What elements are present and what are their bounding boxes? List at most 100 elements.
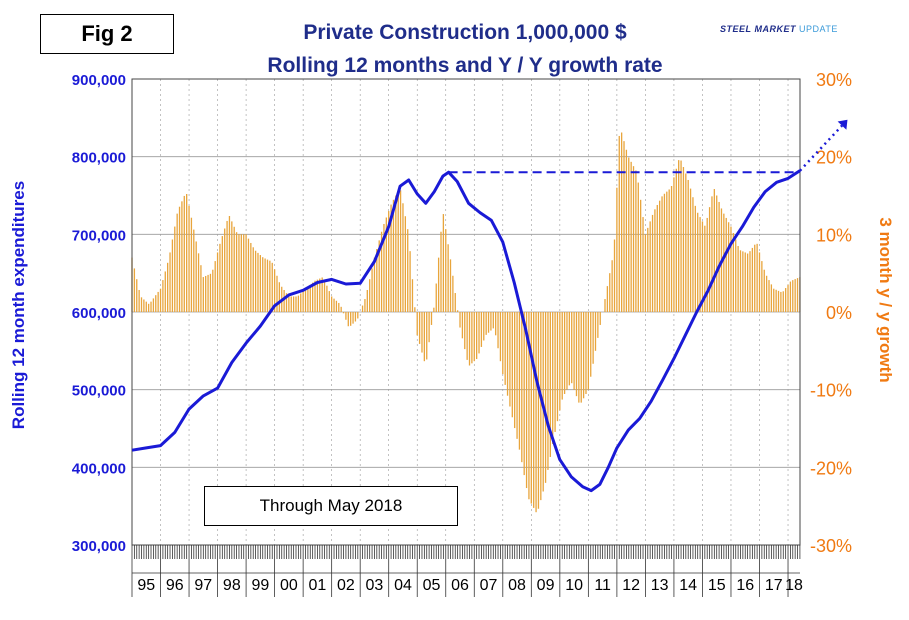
growth-bar (775, 289, 777, 312)
growth-bar (730, 226, 732, 312)
growth-bar (694, 205, 696, 312)
x-axis-ticks (131, 545, 801, 597)
growth-bar (761, 261, 763, 312)
growth-bar (411, 279, 414, 312)
growth-bar (552, 312, 554, 445)
growth-bar (609, 273, 611, 312)
growth-bar (133, 268, 136, 312)
growth-bar (668, 189, 670, 312)
growth-bar (701, 221, 704, 312)
growth-bar (566, 312, 568, 390)
growth-bar (784, 288, 787, 312)
left-tick-label: 400,000 (72, 460, 126, 477)
left-tick-label: 600,000 (72, 305, 126, 322)
growth-bar (575, 312, 578, 397)
growth-bar (323, 280, 326, 312)
growth-bar (437, 257, 440, 312)
growth-bar (613, 239, 616, 312)
growth-bar (573, 312, 575, 390)
left-tick-label: 800,000 (72, 150, 126, 167)
growth-bar (459, 312, 461, 328)
growth-bar (399, 190, 402, 312)
growth-bar (273, 269, 276, 312)
growth-bar (302, 291, 304, 312)
growth-bar (625, 149, 628, 312)
growth-bar (371, 268, 373, 312)
x-tick-label: 08 (508, 577, 526, 594)
growth-bar (504, 312, 506, 385)
x-tick-label: 01 (308, 577, 326, 594)
growth-bar (754, 244, 756, 312)
growth-bar (637, 182, 639, 312)
growth-bar (751, 247, 754, 312)
left-axis-label: Rolling 12 month expenditures (9, 181, 28, 429)
growth-bar (464, 312, 466, 350)
growth-bar (174, 226, 176, 312)
right-tick-label: -30% (810, 536, 852, 556)
x-tick-label: 99 (251, 577, 269, 594)
growth-bar (704, 225, 706, 312)
growth-bar (143, 299, 145, 312)
growth-bar (288, 296, 290, 312)
growth-bar (487, 312, 490, 333)
growth-bar (647, 227, 649, 312)
growth-bar (300, 293, 302, 312)
growth-bar (164, 271, 166, 312)
left-tick-label: 500,000 (72, 383, 126, 400)
growth-bar (642, 217, 644, 312)
growth-bar (711, 196, 713, 312)
growth-bar (409, 251, 411, 312)
growth-bar (523, 312, 525, 476)
growth-bar (445, 229, 447, 312)
growth-bar (283, 289, 285, 312)
growth-bar (509, 312, 511, 407)
growth-bar (395, 195, 397, 312)
growth-bar (468, 312, 471, 366)
growth-bar (219, 243, 221, 312)
growth-bar (452, 275, 454, 312)
growth-bar (269, 260, 271, 312)
growth-bar (511, 312, 513, 418)
growth-bar (238, 234, 240, 312)
growth-bar (483, 312, 485, 341)
right-tick-label: 0% (826, 303, 852, 323)
growth-bar (402, 203, 404, 312)
growth-bar (749, 251, 751, 312)
growth-bar (369, 279, 371, 312)
growth-bar (697, 212, 699, 312)
x-tick-label: 07 (480, 577, 498, 594)
growth-bar (224, 228, 226, 312)
growth-bar (385, 217, 387, 312)
growth-bar (723, 213, 725, 312)
projection-dotted-line (799, 124, 843, 172)
growth-bar (780, 291, 782, 312)
growth-bar (361, 305, 364, 312)
left-tick-label: 300,000 (72, 538, 126, 555)
growth-bar (214, 261, 216, 312)
growth-bar (383, 223, 385, 312)
left-tick-label: 700,000 (72, 227, 126, 244)
growth-bar (364, 299, 366, 312)
growth-bar (744, 252, 746, 312)
growth-bar (292, 296, 295, 312)
growth-bar (585, 312, 587, 394)
growth-bar (692, 197, 694, 312)
growth-bar (183, 195, 185, 312)
growth-bar (276, 275, 278, 312)
growth-bar (649, 221, 651, 312)
growth-bar (659, 200, 661, 312)
right-axis-ticks: -30% -20% -10% 0% 10% 20% 30% (810, 70, 852, 556)
growth-bar (540, 312, 542, 501)
growth-bar (675, 168, 677, 312)
growth-bar (763, 269, 765, 312)
growth-bar (628, 157, 630, 312)
growth-bar (708, 207, 711, 312)
growth-bar (592, 312, 594, 364)
growth-bar (533, 312, 535, 508)
growth-bar (304, 289, 307, 312)
growth-bar (252, 247, 254, 312)
growth-bar (449, 259, 452, 312)
growth-bar (197, 253, 200, 312)
growth-bar (250, 242, 252, 312)
right-tick-label: 20% (816, 148, 852, 168)
